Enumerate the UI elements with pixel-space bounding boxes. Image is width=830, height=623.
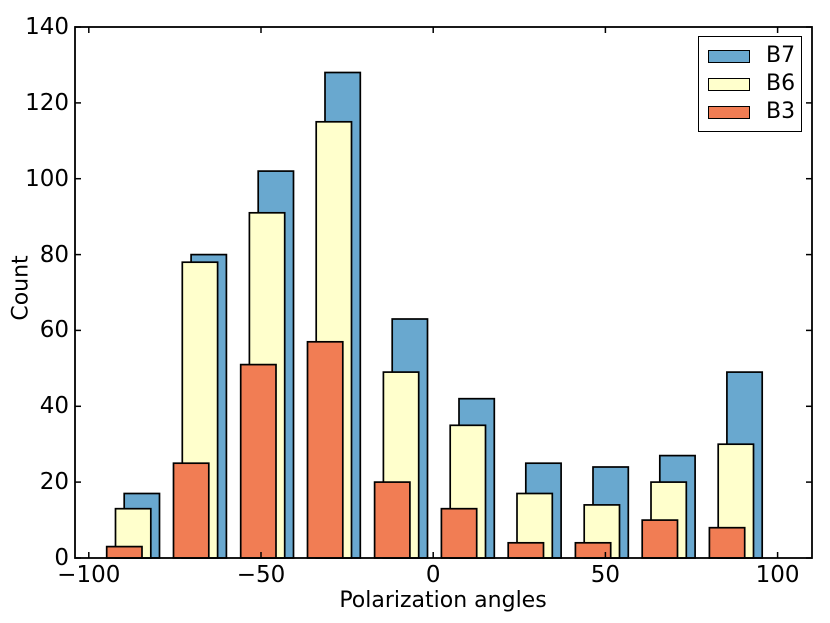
axes-spines [74,26,813,559]
y-tick-label: 140 [25,14,69,40]
x-axis-title: Polarization angles [339,588,547,613]
x-tick-label: −50 [236,562,286,588]
legend-item-b3: B3 [708,98,796,126]
bar-b3-bin-2 [239,363,277,559]
y-tick-label: 100 [25,165,69,192]
bar-b3-bin-6 [507,541,545,559]
legend-label-b3: B3 [766,99,796,124]
y-tick-label: 80 [39,241,69,268]
x-tick-label: 50 [590,562,620,588]
bar-b3-bin-5 [440,507,478,559]
bar-b3-bin-3 [306,340,344,559]
y-tick-label: 0 [54,545,69,571]
legend-label-b6: B6 [766,71,796,96]
legend-item-b7: B7 [708,42,796,70]
x-tick-label: 0 [425,562,441,588]
legend-swatch-b3-icon [708,105,750,119]
x-tick-label: −100 [57,562,121,588]
y-tick-label: 20 [39,469,69,496]
y-tick-label: 60 [39,317,69,344]
legend-label-b7: B7 [766,43,796,68]
y-axis-title: Count [8,255,34,321]
bar-b3-bin-9 [708,526,746,559]
legend-swatch-b6-icon [708,77,750,91]
legend-swatch-b7-icon [708,49,750,63]
bar-b3-bin-1 [172,462,210,559]
x-tick-label: 100 [755,562,800,588]
legend: B7 B6 B3 [698,36,802,132]
y-tick-label: 120 [25,89,69,116]
bar-b3-bin-0 [105,545,143,559]
bar-b3-bin-8 [641,519,679,559]
bar-b3-bin-4 [373,481,411,559]
legend-item-b6: B6 [708,70,796,98]
y-tick-label: 40 [39,393,69,420]
